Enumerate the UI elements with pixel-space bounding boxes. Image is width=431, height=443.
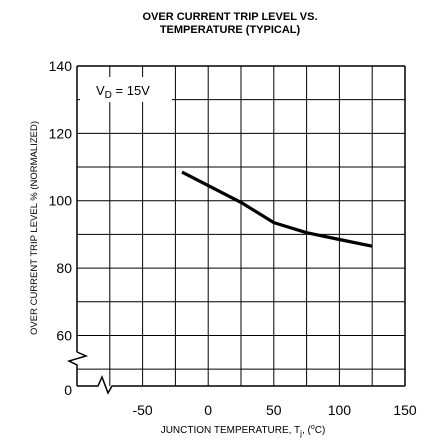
x-axis-break-bottom [77, 375, 405, 395]
x-tick-label: 150 [393, 402, 417, 418]
xlabel-mid: , ( [302, 425, 312, 436]
y-axis-label: OVER CURRENT TRIP LEVEL % (NORMALIZED) [29, 121, 40, 335]
x-axis-label: JUNCTION TEMPERATURE, Tj, (oC) [161, 424, 326, 438]
y-tick-label: 140 [49, 58, 73, 74]
x-tick-label: 0 [204, 402, 212, 418]
y-tick-label: 120 [49, 125, 73, 141]
annotation-subscript: D [105, 90, 112, 101]
annotation-background [80, 77, 172, 102]
y-tick-label: 60 [56, 327, 72, 343]
annotation-prefix: V [96, 83, 105, 98]
voltage-annotation: VD = 15V [96, 83, 150, 101]
x-tick-label: 50 [266, 402, 282, 418]
x-tick-label: 100 [328, 402, 352, 418]
xlabel-prefix: JUNCTION TEMPERATURE, T [161, 425, 300, 436]
xlabel-suffix: C) [315, 425, 326, 436]
xlabel-subscript: j [299, 429, 302, 438]
tick-labels: -50 0 50 100 150 60 80 100 120 140 0 [49, 58, 417, 418]
chart-title-line-2: TEMPERATURE (TYPICAL) [160, 24, 301, 36]
grid [77, 66, 405, 386]
x-tick-label: -50 [132, 402, 152, 418]
annotation-suffix: = 15V [112, 83, 150, 98]
y-axis-break-left [66, 351, 89, 386]
y-tick-label-zero: 0 [64, 382, 72, 398]
chart-title-line-1: OVER CURRENT TRIP LEVEL VS. [142, 11, 317, 23]
xlabel-superscript: o [311, 424, 315, 431]
y-tick-label: 100 [49, 193, 73, 209]
y-tick-label: 80 [56, 260, 72, 276]
plot-frame [66, 65, 406, 395]
voltage-annotation-box: VD = 15V [80, 77, 172, 102]
series-layer [181, 170, 373, 248]
series-line [181, 170, 373, 248]
